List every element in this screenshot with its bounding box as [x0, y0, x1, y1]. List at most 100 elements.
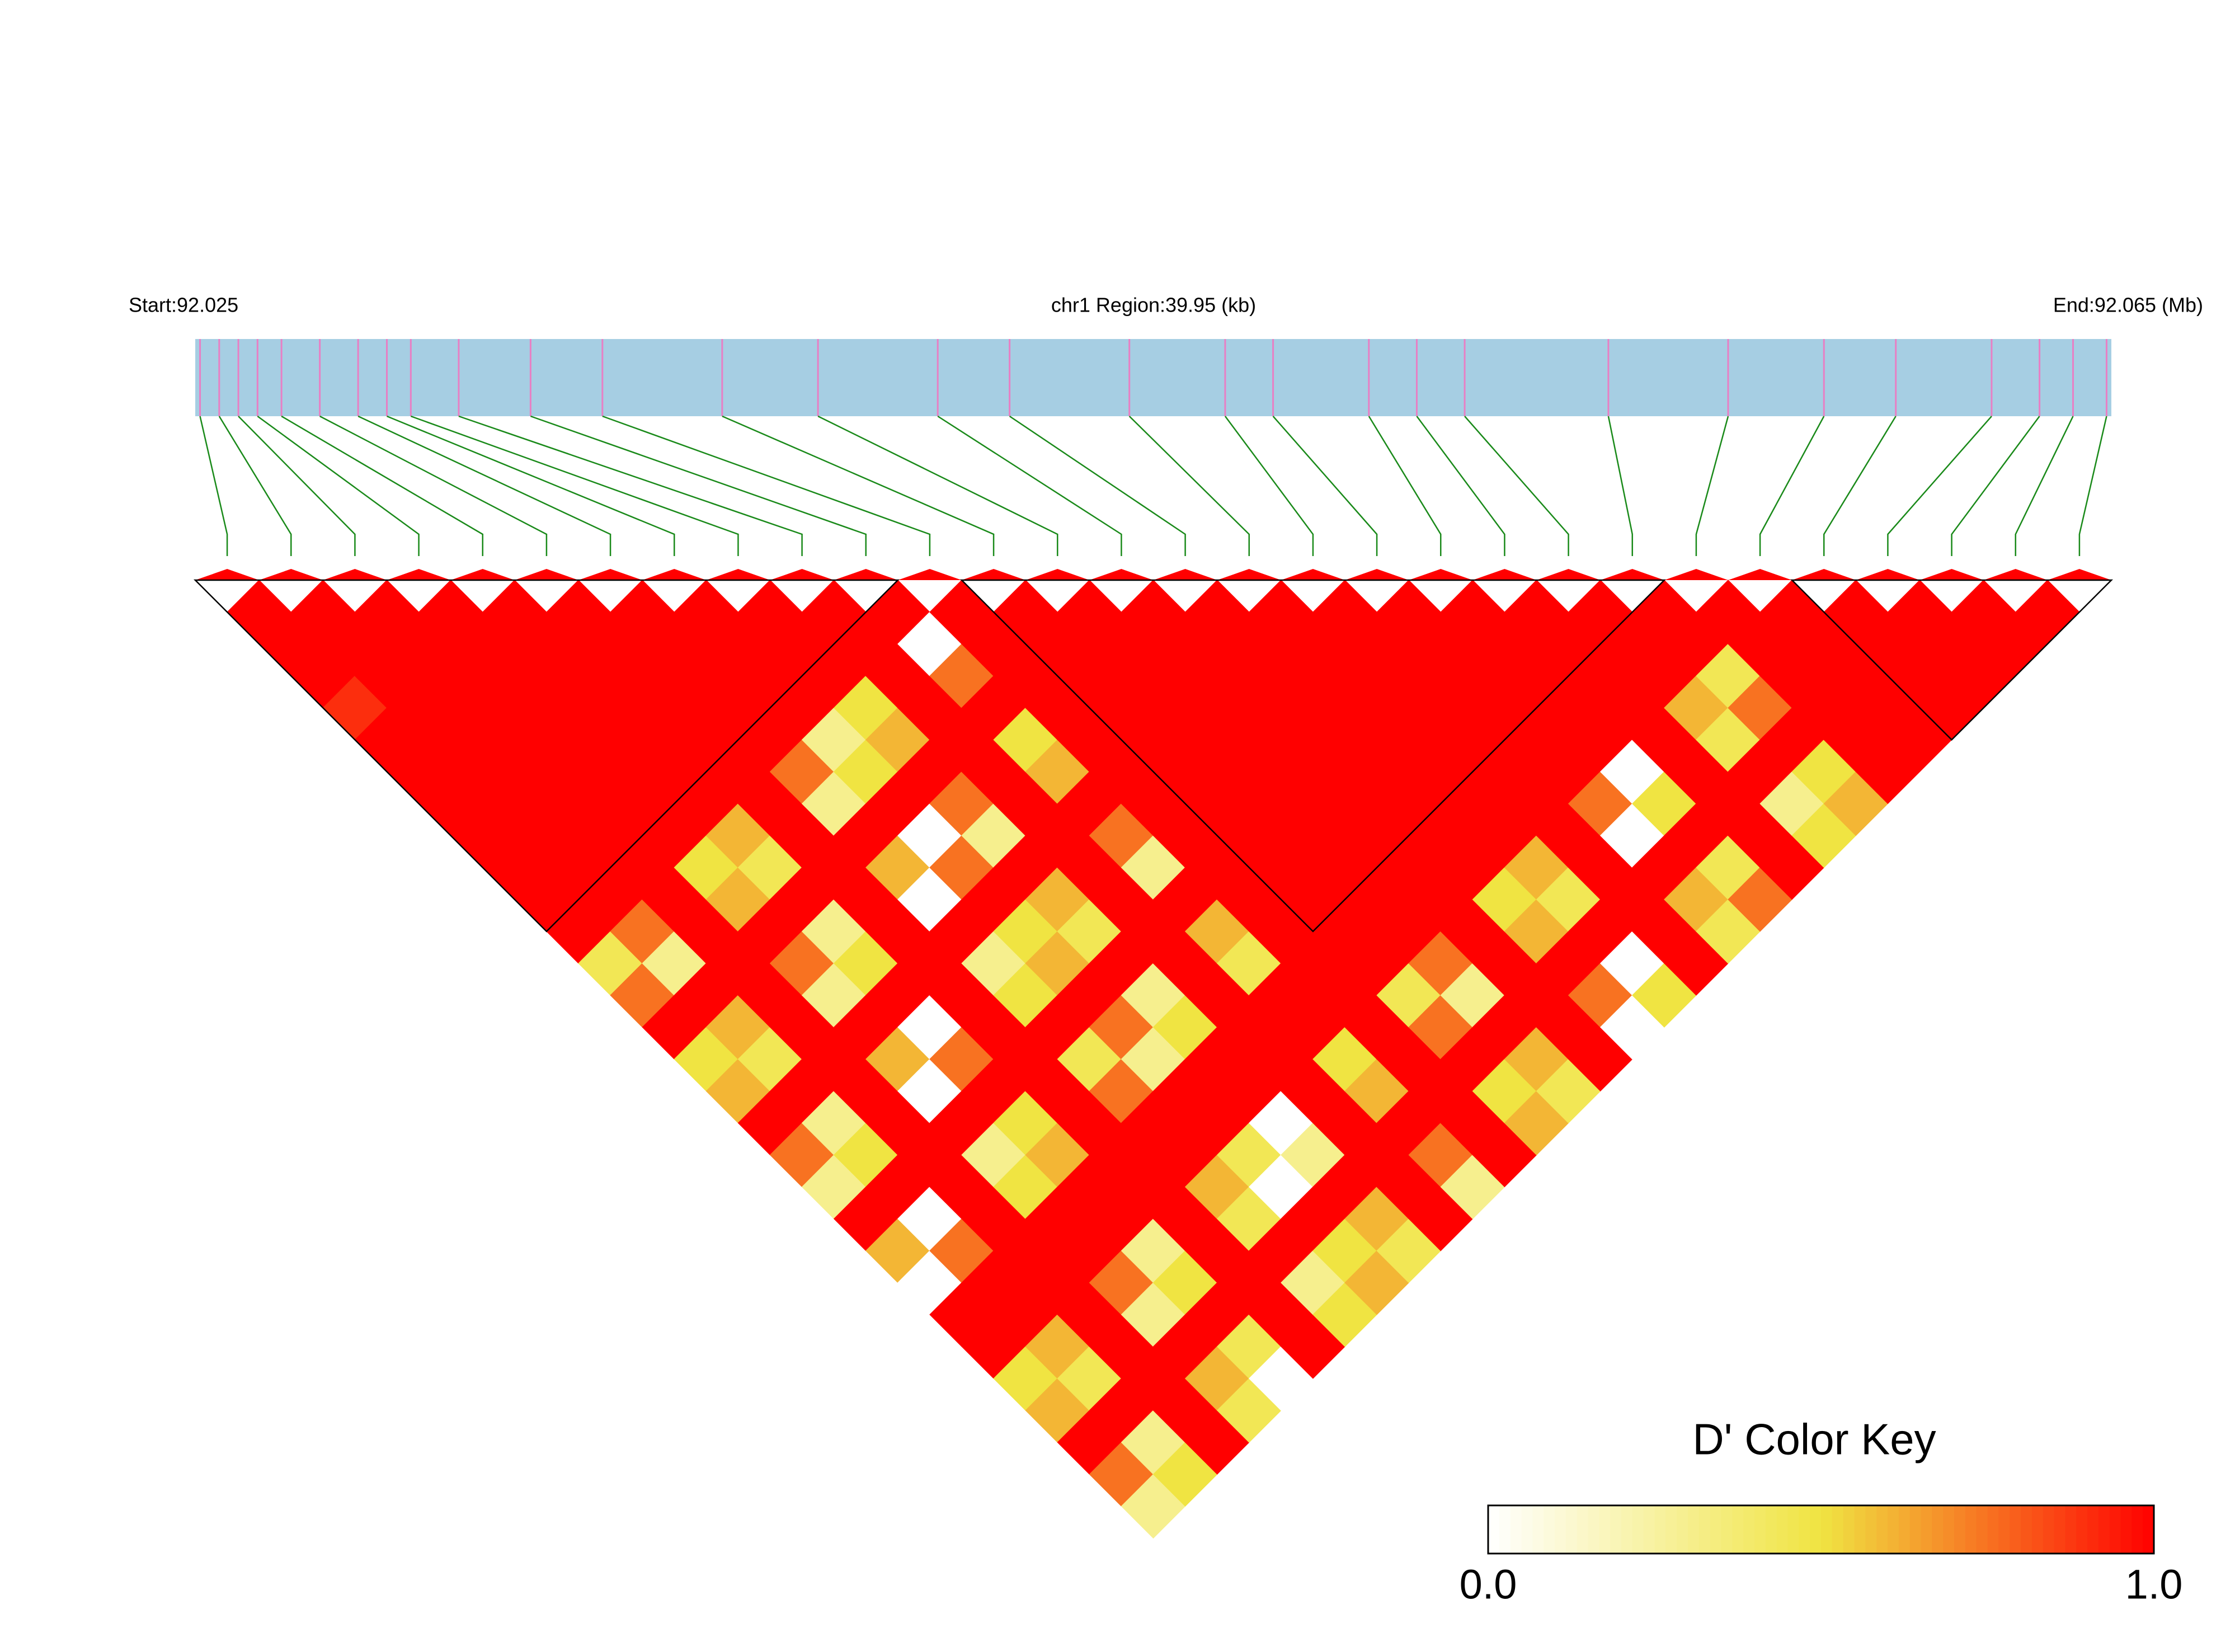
- color-key-step: [1532, 1505, 1544, 1554]
- snp-connector: [1009, 415, 1186, 556]
- color-key-step: [1565, 1505, 1578, 1554]
- region-label: chr1 Region:39.95 (kb): [1051, 294, 1256, 317]
- snp-connector: [357, 415, 611, 556]
- snp-marker: [1345, 569, 1409, 580]
- snp-marker: [642, 569, 707, 580]
- snp-connector: [1951, 416, 2040, 556]
- snp-connector: [281, 415, 483, 556]
- color-key-step: [1610, 1505, 1622, 1554]
- snp-connector: [1464, 416, 1569, 556]
- color-key-step: [1998, 1505, 2010, 1554]
- ld-block-outline: [193, 579, 900, 933]
- color-key-step: [1921, 1505, 1933, 1554]
- snp-marker: [1472, 569, 1537, 580]
- snp-connector: [257, 415, 420, 556]
- color-key-step: [1599, 1505, 1611, 1554]
- region-bar: [195, 339, 2111, 416]
- snp-connector: [199, 416, 228, 556]
- snp-marker: [1983, 569, 2048, 580]
- snp-marker: [706, 569, 770, 580]
- color-key-step: [2087, 1505, 2099, 1554]
- snp-marker: [1792, 569, 1856, 580]
- snp-connector: [817, 415, 1058, 556]
- end-label: End:92.065 (Mb): [2053, 294, 2203, 317]
- color-key-step: [1865, 1505, 1877, 1554]
- color-key-step: [2132, 1505, 2143, 1554]
- color-key-step: [2043, 1505, 2055, 1554]
- color-key-step: [1776, 1505, 1789, 1554]
- snp-connector: [937, 415, 1122, 556]
- start-label: Start:92.025: [129, 294, 238, 317]
- color-key-step: [1832, 1505, 1844, 1554]
- snp-connector: [2015, 416, 2074, 556]
- snp-marker: [259, 569, 323, 580]
- snp-connector: [1887, 416, 1992, 556]
- snp-connector: [722, 415, 995, 556]
- color-key-step: [1754, 1505, 1766, 1554]
- color-key-step: [1987, 1505, 1999, 1554]
- color-key-step: [2010, 1505, 2021, 1554]
- color-key-step: [2076, 1505, 2088, 1554]
- color-key-step: [1677, 1505, 1688, 1554]
- color-key-step: [1710, 1505, 1722, 1554]
- color-key-step: [1976, 1505, 1988, 1554]
- snp-connector: [387, 415, 675, 556]
- color-key-step: [1732, 1505, 1744, 1554]
- color-key-step: [2098, 1505, 2110, 1554]
- color-key-step: [1954, 1505, 1966, 1554]
- snp-connector: [458, 415, 803, 556]
- snp-connector: [1272, 416, 1378, 556]
- color-key-step: [1654, 1505, 1667, 1554]
- color-key-step: [1787, 1505, 1800, 1554]
- color-key-step: [1898, 1505, 1911, 1554]
- snp-connector: [319, 415, 548, 556]
- color-key-step: [1621, 1505, 1633, 1554]
- snp-connector: [218, 416, 292, 556]
- color-key-step: [1555, 1505, 1566, 1554]
- color-key-step: [1876, 1505, 1888, 1554]
- color-key-step: [1854, 1505, 1866, 1554]
- ld-block-outline: [1790, 579, 2114, 741]
- snp-marker: [1025, 569, 1090, 580]
- snp-marker: [834, 569, 898, 580]
- color-key-step: [1577, 1505, 1589, 1554]
- color-key-step: [1821, 1505, 1833, 1554]
- color-key-step: [2054, 1505, 2066, 1554]
- snp-marker: [1728, 569, 1792, 580]
- snp-marker: [770, 569, 834, 580]
- color-key-title: D' Color Key: [1692, 1415, 1936, 1464]
- snp-marker: [1919, 569, 1984, 580]
- color-key-step: [1698, 1505, 1711, 1554]
- color-key-step: [2143, 1505, 2154, 1554]
- snp-marker: [1536, 569, 1601, 580]
- color-key-step: [1943, 1505, 1955, 1554]
- color-key-step: [2021, 1505, 2032, 1554]
- color-key-step: [1488, 1505, 1500, 1554]
- snp-connector: [602, 415, 931, 556]
- color-key-step: [1665, 1505, 1677, 1554]
- snp-marker: [1089, 569, 1154, 580]
- snp-connector: [1695, 416, 1729, 556]
- color-key-tick-label: 1.0: [2125, 1561, 2183, 1608]
- snp-marker: [578, 569, 643, 580]
- color-key-step: [1909, 1505, 1922, 1554]
- snp-connector: [1368, 416, 1442, 556]
- snp-marker: [1600, 569, 1664, 580]
- snp-marker: [195, 569, 260, 580]
- snp-marker: [962, 569, 1026, 580]
- color-key-step: [1510, 1505, 1522, 1554]
- color-key-step: [1799, 1505, 1810, 1554]
- snp-marker: [2047, 569, 2111, 580]
- snp-connector: [1128, 416, 1250, 556]
- snp-marker: [514, 569, 578, 580]
- snp-marker: [323, 569, 387, 580]
- color-key-step: [1765, 1505, 1777, 1554]
- color-key-step: [1743, 1505, 1755, 1554]
- color-key-step: [2120, 1505, 2133, 1554]
- color-key-step: [2031, 1505, 2044, 1554]
- snp-marker: [1281, 569, 1345, 580]
- color-key-step: [1588, 1505, 1600, 1554]
- color-key-step: [1688, 1505, 1700, 1554]
- color-key-step: [1932, 1505, 1944, 1554]
